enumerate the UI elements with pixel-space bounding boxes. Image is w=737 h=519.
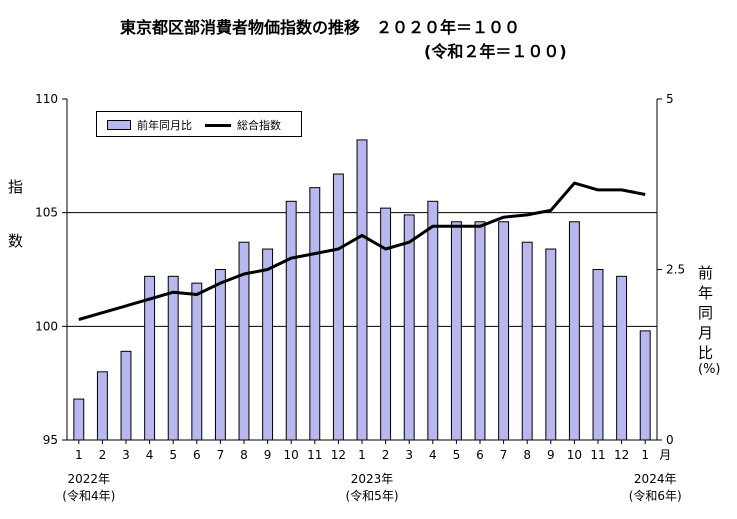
x-tick-label: 1 [358, 448, 366, 462]
right-axis-title-char: 月 [698, 324, 714, 342]
bar [285, 200, 297, 441]
bar [427, 200, 439, 441]
bar [403, 214, 415, 441]
year-label: 2023年 [351, 472, 394, 486]
x-tick-label: 5 [453, 448, 461, 462]
bar [356, 139, 368, 441]
year-label: 2022年 [68, 472, 111, 486]
bar [568, 221, 580, 441]
left-tick-label: 95 [43, 433, 58, 447]
right-axis-title-char: (%) [698, 362, 721, 377]
x-tick-label: 5 [169, 448, 177, 462]
x-tick-label: 8 [523, 448, 531, 462]
left-axis-title-char: 数 [8, 232, 24, 250]
bar [474, 221, 486, 441]
x-tick-label: 3 [405, 448, 413, 462]
x-tick-label: 10 [284, 448, 299, 462]
x-tick-label: 2 [99, 448, 107, 462]
x-tick-label: 12 [331, 448, 346, 462]
bar [214, 269, 226, 441]
bar [309, 187, 321, 441]
x-tick-label: 4 [146, 448, 154, 462]
left-axis-title-char: 指 [8, 178, 24, 196]
bar [380, 207, 392, 441]
bar [639, 330, 651, 441]
x-tick-suffix: 月 [659, 448, 671, 462]
x-tick-label: 2 [382, 448, 390, 462]
x-tick-label: 6 [193, 448, 201, 462]
legend-bar-swatch [107, 120, 131, 130]
bar [521, 241, 533, 441]
x-tick-label: 11 [307, 448, 322, 462]
legend-line-label: 総合指数 [237, 119, 281, 132]
legend-item-bar: 前年同月比 [107, 117, 192, 133]
bar [616, 275, 628, 441]
bar [96, 371, 108, 441]
right-axis-title-char: 年 [698, 284, 714, 302]
bar [191, 282, 203, 441]
bar [450, 221, 462, 441]
x-tick-label: 9 [547, 448, 555, 462]
left-tick-label: 105 [35, 206, 58, 220]
era-label: (令和5年) [346, 488, 399, 503]
era-label: (令和6年) [629, 488, 682, 503]
x-tick-label: 9 [264, 448, 272, 462]
legend-line-swatch [205, 123, 231, 127]
x-tick-label: 12 [614, 448, 629, 462]
x-tick-label: 1 [641, 448, 649, 462]
x-tick-label: 1 [75, 448, 83, 462]
legend: 前年同月比 総合指数 [96, 111, 302, 137]
x-tick-label: 6 [476, 448, 484, 462]
right-axis-title-char: 前 [698, 264, 714, 282]
right-axis-title-char: 比 [698, 344, 714, 362]
x-tick-label: 8 [240, 448, 248, 462]
x-tick-label: 11 [590, 448, 605, 462]
x-tick-label: 3 [122, 448, 130, 462]
chart-title: 東京都区部消費者物価指数の推移 ２０２０年＝１００ [120, 18, 521, 37]
right-tick-label: 0 [666, 433, 674, 447]
left-tick-label: 110 [35, 92, 58, 106]
era-label: (令和4年) [62, 488, 115, 503]
bar [120, 350, 132, 441]
bar [167, 275, 179, 441]
x-tick-label: 7 [500, 448, 508, 462]
legend-bar-label: 前年同月比 [137, 119, 192, 132]
year-label: 2024年 [634, 472, 677, 486]
bar [73, 398, 85, 441]
chart-subtitle: (令和２年＝１００) [424, 42, 567, 61]
bar [262, 248, 274, 441]
left-tick-label: 100 [35, 319, 58, 333]
right-axis-title-char: 同 [698, 304, 714, 322]
x-tick-label: 7 [217, 448, 225, 462]
legend-item-line: 総合指数 [205, 117, 281, 133]
index-line [78, 181, 646, 321]
x-tick-label: 10 [567, 448, 582, 462]
bar [592, 269, 604, 441]
bar [545, 248, 557, 441]
right-tick-label: 2.5 [666, 263, 685, 277]
bar [332, 173, 344, 441]
x-tick-label: 4 [429, 448, 437, 462]
right-tick-label: 5 [666, 92, 674, 106]
bar [498, 221, 510, 441]
